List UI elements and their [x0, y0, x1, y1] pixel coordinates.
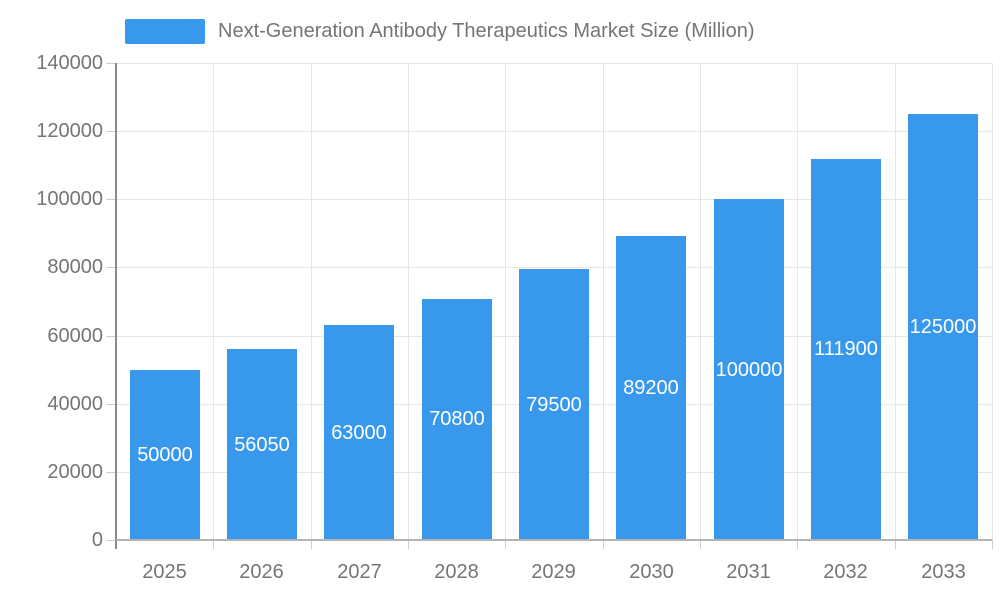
x-axis-tick-label: 2028 [434, 561, 479, 583]
x-axis-tick-label: 2030 [629, 561, 674, 583]
y-axis-tick [106, 472, 116, 473]
x-axis-tick-label: 2025 [142, 561, 187, 583]
bar[interactable] [519, 269, 589, 539]
x-axis-tick [603, 540, 604, 549]
y-axis-tick [106, 267, 116, 268]
y-axis-tick [106, 540, 116, 541]
y-axis-tick [106, 131, 116, 132]
x-axis-tick-label: 2027 [337, 561, 382, 583]
grid-line-vertical [311, 63, 312, 540]
y-axis-tick-label: 0 [91, 529, 103, 551]
bar[interactable] [324, 325, 394, 539]
y-axis-tick-label: 120000 [36, 120, 103, 142]
x-axis-tick-label: 2032 [823, 561, 868, 583]
x-axis-tick [408, 540, 409, 549]
bar[interactable] [422, 299, 492, 539]
grid-line-horizontal [116, 63, 992, 64]
x-axis-tick [505, 540, 506, 549]
grid-line-vertical [213, 63, 214, 540]
y-axis-tick [106, 404, 116, 405]
x-axis-tick-label: 2026 [239, 561, 284, 583]
grid-line-vertical [603, 63, 604, 540]
grid-line-vertical [992, 63, 993, 540]
legend-series-label: Next-Generation Antibody Therapeutics Ma… [218, 19, 755, 42]
x-axis-tick [311, 540, 312, 549]
x-axis-tick-label: 2031 [726, 561, 771, 583]
y-axis-tick-label: 40000 [47, 393, 103, 415]
x-axis-line [116, 539, 992, 541]
y-axis-tick-label: 80000 [47, 256, 103, 278]
x-axis-tick-label: 2029 [531, 561, 576, 583]
grid-line-vertical [700, 63, 701, 540]
grid-line-vertical [408, 63, 409, 540]
grid-line-vertical [797, 63, 798, 540]
x-axis-tick-label: 2033 [921, 561, 966, 583]
grid-line-vertical [895, 63, 896, 540]
x-axis-tick [213, 540, 214, 549]
y-axis-tick-label: 20000 [47, 461, 103, 483]
y-axis-tick-label: 60000 [47, 325, 103, 347]
y-axis-tick [106, 336, 116, 337]
x-axis-tick [992, 540, 993, 549]
y-axis-tick [106, 199, 116, 200]
x-axis-tick [895, 540, 896, 549]
y-axis-tick-label: 140000 [36, 52, 103, 74]
grid-line-horizontal [116, 199, 992, 200]
y-axis-tick-label: 100000 [36, 188, 103, 210]
bar[interactable] [714, 199, 784, 539]
x-axis-tick [700, 540, 701, 549]
grid-line-horizontal [116, 131, 992, 132]
bar[interactable] [227, 349, 297, 539]
y-axis-tick [106, 63, 116, 64]
grid-line-horizontal [116, 267, 992, 268]
bar[interactable] [908, 114, 978, 539]
bar[interactable] [130, 370, 200, 539]
x-axis-tick [797, 540, 798, 549]
grid-line-vertical [505, 63, 506, 540]
legend-item[interactable]: Next-Generation Antibody Therapeutics Ma… [125, 15, 755, 47]
legend-swatch [125, 18, 205, 44]
y-axis-line [115, 63, 117, 549]
bar[interactable] [616, 236, 686, 539]
bar[interactable] [811, 159, 881, 539]
